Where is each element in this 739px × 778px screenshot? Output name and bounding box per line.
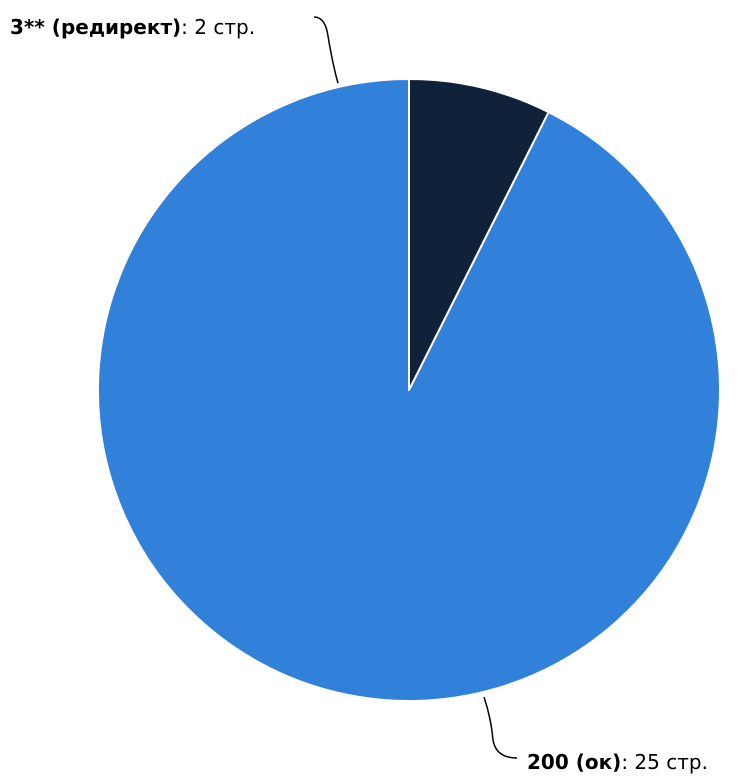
slice-label-redirect: 3** (редирект): 2 стр. (10, 15, 255, 39)
slice-label-ok: 200 (ок): 25 стр. (527, 750, 708, 774)
pie-slice-redirect (408, 78, 550, 391)
slice-label-redirect-sep: : (181, 15, 194, 39)
leader-line-redirect (313, 16, 339, 84)
pie-slices (97, 78, 721, 702)
slice-label-ok-sep: : (621, 750, 634, 774)
leader-line-ok (483, 696, 518, 759)
slice-label-ok-name: 200 (ок) (527, 750, 621, 774)
slice-label-redirect-value: 2 стр. (194, 15, 255, 39)
leader-lines (313, 16, 518, 759)
slice-label-redirect-name: 3** (редирект) (10, 15, 181, 39)
slice-label-ok-value: 25 стр. (634, 750, 708, 774)
